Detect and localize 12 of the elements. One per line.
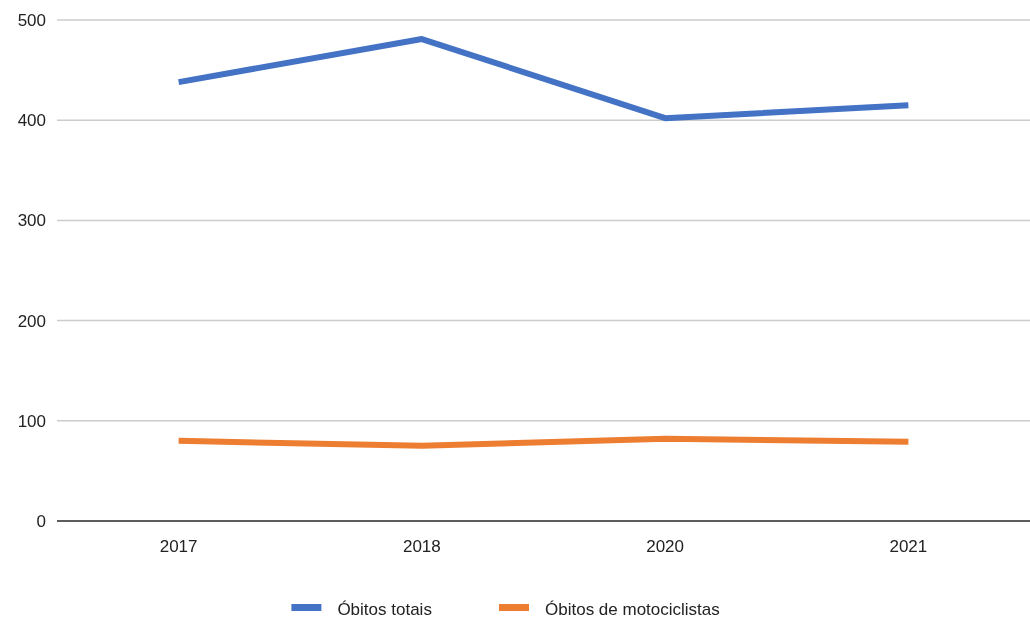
x-tick-label: 2018 [402,537,441,556]
y-tick-label: 0 [36,511,46,531]
y-tick-label: 100 [17,411,46,431]
legend-label: Óbitos de motociclistas [545,600,720,620]
x-tick-label: 2021 [889,537,928,556]
y-tick-label: 400 [17,111,46,131]
y-tick-label: 300 [17,211,46,231]
x-tick-label: 2020 [646,537,685,556]
legend-label: Óbitos totais [337,600,432,620]
y-tick-label: 200 [17,311,46,331]
x-tick-label: 2017 [159,537,198,556]
y-tick-label: 500 [17,10,46,30]
